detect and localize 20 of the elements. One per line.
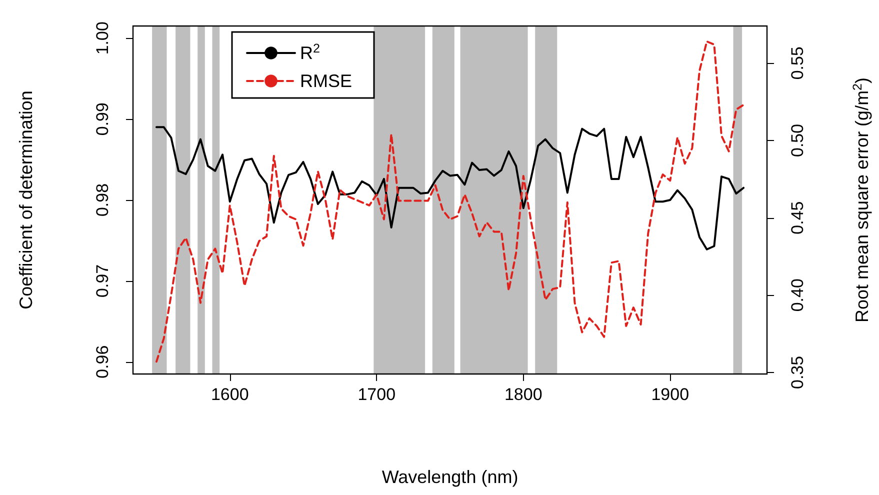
y-tick-label: 0.97 [93, 264, 112, 298]
y-tick-label: 0.99 [93, 102, 112, 136]
line-series [155, 126, 745, 250]
y2-tick-label: 0.55 [788, 46, 807, 80]
y2-tick-label: 0.40 [788, 278, 807, 312]
x-tick-label: 1600 [210, 385, 249, 404]
y2-axis-title: Root mean square error (g/m2) [850, 77, 872, 323]
x-tick-label: 1800 [504, 385, 542, 404]
y2-tick-label: 0.45 [788, 201, 807, 234]
y-axis-title: Coefficient of determination [16, 90, 36, 310]
x-tick-label: 1700 [358, 385, 396, 404]
y2-tick-label: 0.50 [788, 124, 807, 157]
y-tick-label: 0.96 [93, 345, 112, 378]
x-tick-label: 1900 [651, 385, 690, 404]
x-axis-title: Wavelength (nm) [382, 467, 518, 487]
line-series [155, 40, 745, 363]
y-tick-label: 0.98 [93, 183, 112, 217]
y-tick-label: 1.00 [93, 22, 112, 55]
legend-label: RMSE [300, 71, 352, 91]
y2-tick-label: 0.35 [788, 356, 807, 389]
